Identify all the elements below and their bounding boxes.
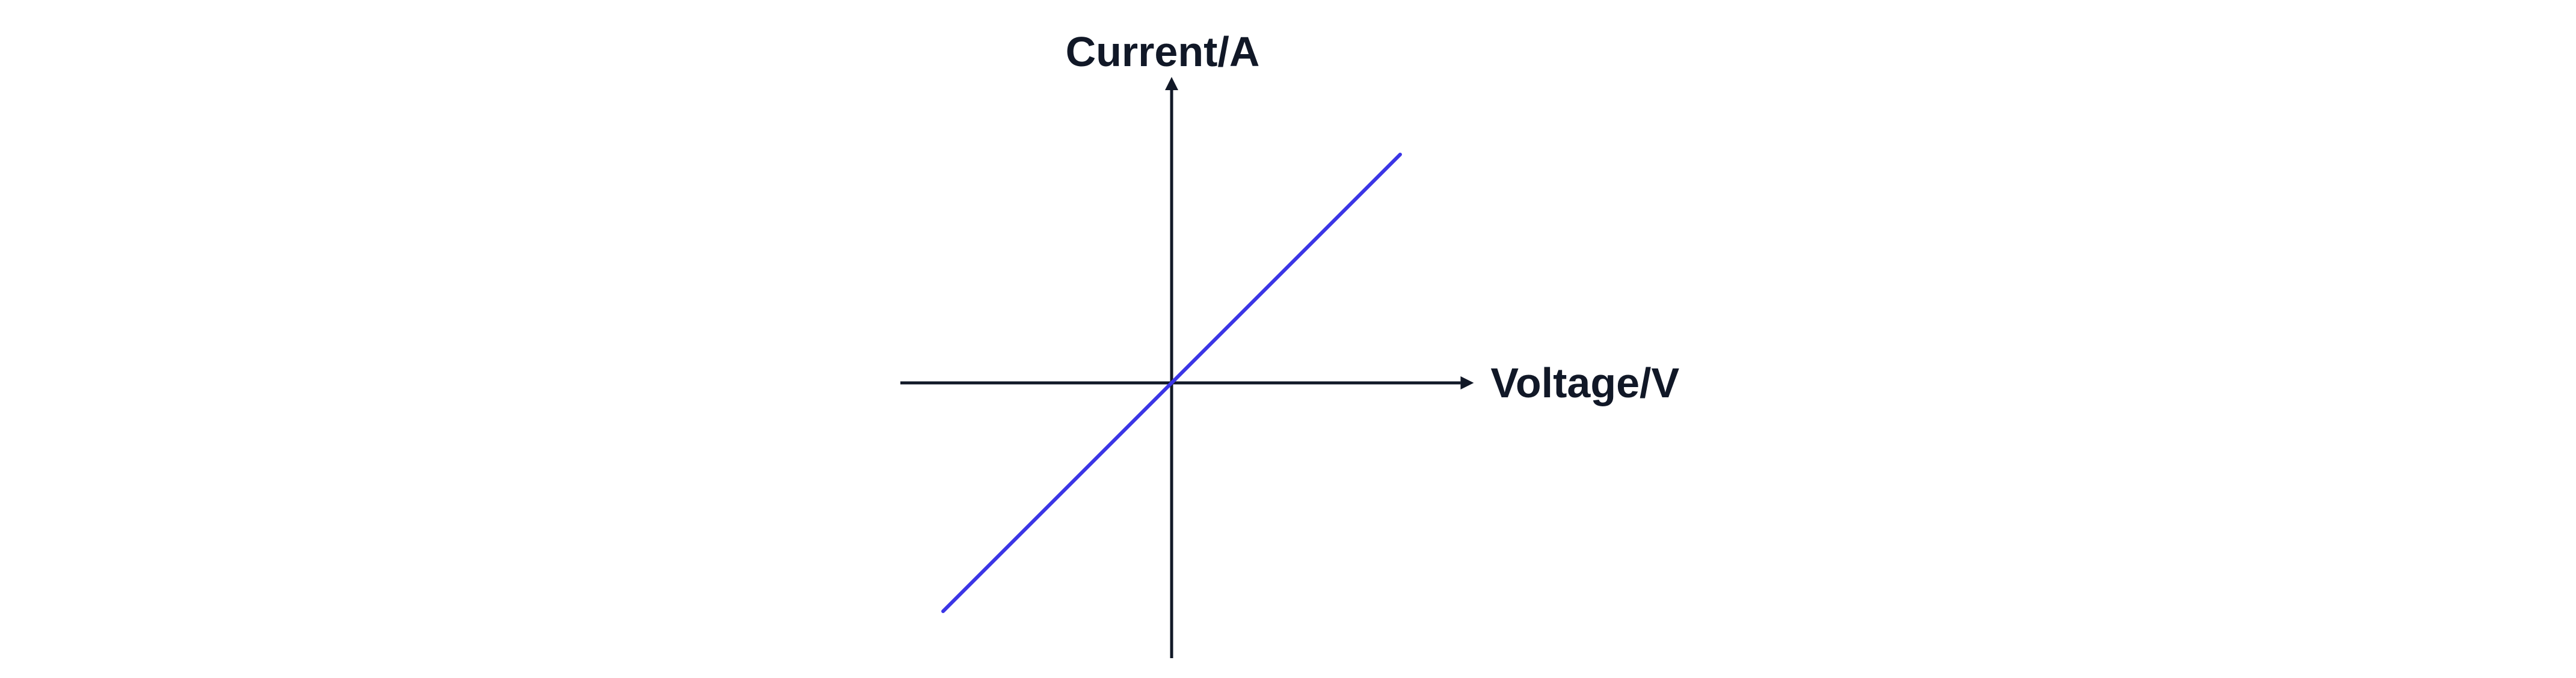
series-layer — [941, 153, 1402, 613]
y-axis-arrow-icon — [1165, 77, 1178, 90]
series-line-0 — [941, 153, 1402, 613]
x-axis-arrow-icon — [1460, 376, 1474, 389]
x-axis-label: Voltage/V — [1490, 359, 1679, 406]
y-axis-label: Current/A — [1066, 28, 1260, 75]
